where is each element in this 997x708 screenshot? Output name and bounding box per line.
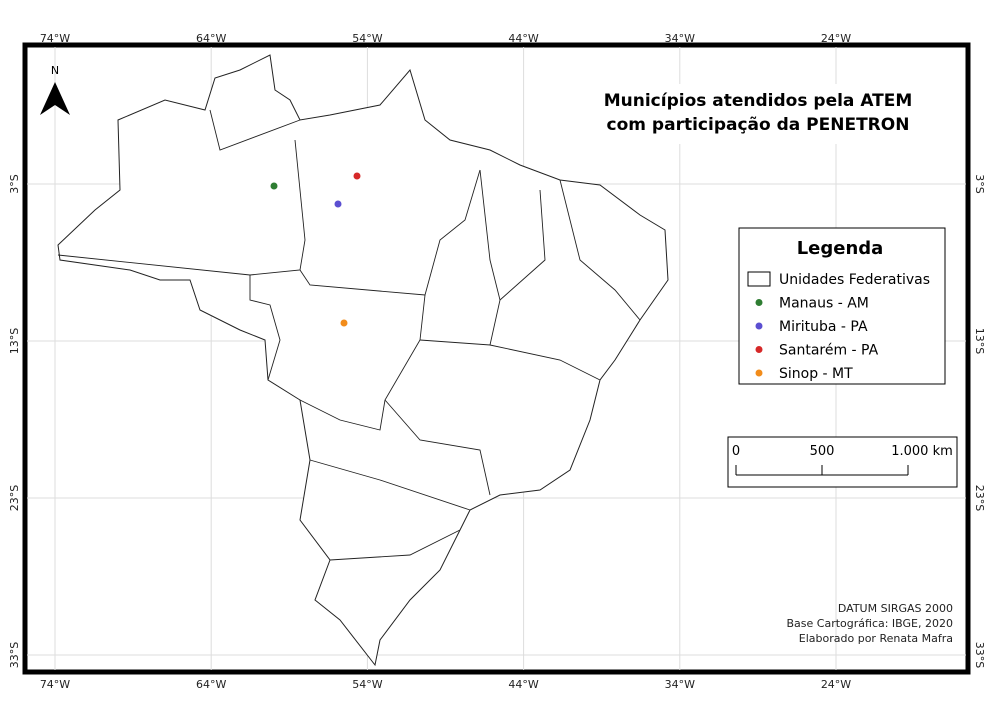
lat-label: 3°S [973,174,986,193]
legend-box [738,227,946,385]
legend-label: Mirituba - PA [779,319,868,335]
lon-label: 64°W [196,32,226,45]
legend-label: Sinop - MT [779,366,853,382]
city-point [270,182,278,190]
lon-label: 24°W [821,678,851,691]
title-bg [570,84,945,144]
lat-label: 33°S [8,642,21,668]
brazil-outline [57,54,669,667]
lon-label: 24°W [821,32,851,45]
lat-label: 13°S [973,328,986,354]
scale-bar: 0 500 1.000 km [727,436,958,488]
lat-label: 33°S [973,642,986,668]
legend-swatch [755,369,763,377]
lon-label: 54°W [352,678,382,691]
credit: Base Cartográfica: IBGE, 2020 [787,617,954,630]
scale-label: 1.000 km [891,444,953,459]
lon-label: 44°W [508,678,538,691]
lat-label: 13°S [8,328,21,354]
legend-label: Manaus - AM [779,296,869,312]
legend-swatch [755,322,763,330]
scale-label: 0 [732,444,740,459]
legend-swatch [755,299,763,306]
city-points [270,172,361,327]
legend-title: Legenda [797,238,884,259]
north-label: N [51,64,59,77]
lon-label: 34°W [665,32,695,45]
legend-label: Unidades Federativas [779,272,930,288]
legend-label: Santarém - PA [779,343,879,359]
lon-label: 54°W [352,32,382,45]
city-point [340,319,348,327]
lat-label: 23°S [8,485,21,511]
lat-label: 23°S [973,485,986,511]
legend-swatch [755,346,763,353]
lon-label: 74°W [40,678,70,691]
scale-label: 500 [810,444,835,459]
city-point [334,200,342,208]
title-line: Municípios atendidos pela ATEM [604,91,913,111]
lon-label: 44°W [508,32,538,45]
legend-items: Unidades Federativas Manaus - AM Mirituba … [747,271,930,382]
north-arrow: N [40,64,70,115]
legend-swatch [747,271,771,287]
city-point [353,172,361,180]
credit: DATUM SIRGAS 2000 [838,602,953,615]
credit: Elaborado por Renata Mafra [799,632,953,645]
lon-label: 34°W [665,678,695,691]
lon-label: 74°W [40,32,70,45]
title-line: com participação da PENETRON [607,115,910,135]
state-borders [57,109,641,561]
lon-label: 64°W [196,678,226,691]
lat-label: 3°S [8,174,21,193]
